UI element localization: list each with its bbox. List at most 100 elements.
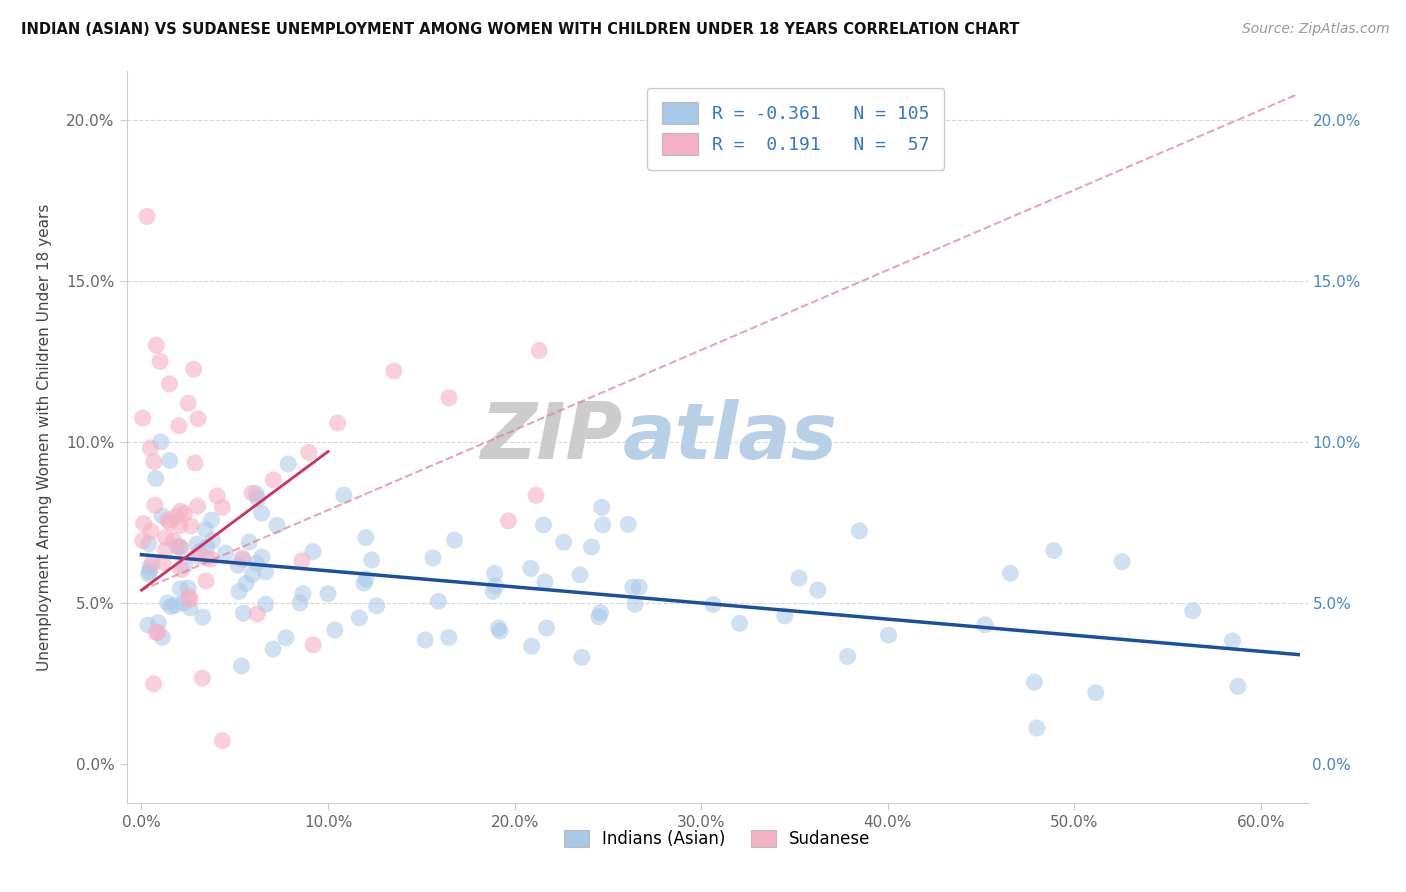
Text: ZIP: ZIP (481, 399, 623, 475)
Point (163, 533, 186, 548)
Point (246, 607, 269, 621)
Point (569, 567, 592, 582)
Point (205, 489, 228, 503)
Point (156, 596, 179, 610)
Point (200, 513, 222, 527)
Point (156, 513, 179, 527)
Point (188, 545, 211, 559)
Point (191, 671, 214, 685)
Point (177, 581, 200, 595)
Point (807, 582, 830, 597)
Point (195, 540, 218, 554)
Point (877, 628, 900, 642)
Point (138, 537, 160, 551)
Point (360, 553, 382, 567)
Point (262, 473, 284, 487)
Point (169, 504, 191, 518)
Point (200, 552, 222, 566)
Point (1226, 679, 1249, 693)
Point (211, 733, 233, 747)
Point (146, 625, 169, 640)
Point (536, 621, 558, 635)
Point (498, 514, 520, 528)
Point (837, 649, 859, 664)
Point (486, 621, 509, 635)
Point (139, 560, 162, 574)
Point (194, 522, 217, 536)
Point (291, 587, 314, 601)
Point (787, 571, 810, 585)
Point (232, 606, 254, 620)
Point (413, 632, 436, 647)
Point (214, 546, 236, 560)
Point (437, 631, 460, 645)
Point (624, 597, 647, 611)
Point (149, 434, 172, 449)
Point (231, 659, 253, 673)
Point (571, 650, 593, 665)
Point (326, 416, 349, 430)
Point (316, 587, 339, 601)
Point (232, 552, 254, 566)
Text: Source: ZipAtlas.com: Source: ZipAtlas.com (1241, 22, 1389, 37)
Point (1024, 675, 1046, 690)
Point (581, 540, 603, 554)
Point (588, 609, 610, 624)
Point (524, 488, 547, 502)
Point (592, 517, 614, 532)
Text: INDIAN (ASIAN) VS SUDANESE UNEMPLOYMENT AMONG WOMEN WITH CHILDREN UNDER 18 YEARS: INDIAN (ASIAN) VS SUDANESE UNEMPLOYMENT … (21, 22, 1019, 37)
Point (165, 509, 187, 524)
Y-axis label: Unemployment Among Women with Children Under 18 years: Unemployment Among Women with Children U… (38, 203, 52, 671)
Point (621, 580, 644, 594)
Point (143, 498, 166, 512)
Point (262, 642, 284, 657)
Point (254, 565, 277, 579)
Point (150, 509, 173, 524)
Point (155, 543, 177, 558)
Point (245, 556, 267, 570)
Point (277, 457, 299, 471)
Point (159, 376, 181, 391)
Point (589, 606, 612, 620)
Point (266, 518, 288, 533)
Point (349, 611, 371, 625)
Point (177, 396, 200, 410)
Point (534, 574, 557, 589)
Point (1111, 555, 1133, 569)
Point (1222, 633, 1244, 648)
Point (533, 517, 555, 532)
Point (186, 537, 208, 551)
Point (169, 541, 191, 555)
Point (323, 623, 346, 637)
Point (553, 535, 575, 549)
Point (132, 516, 155, 531)
Point (145, 625, 167, 640)
Point (1042, 543, 1064, 558)
Point (628, 580, 651, 594)
Point (728, 616, 751, 631)
Point (617, 517, 640, 532)
Point (167, 418, 190, 433)
Point (529, 343, 551, 358)
Point (148, 615, 170, 630)
Point (191, 610, 214, 624)
Point (353, 576, 375, 591)
Point (201, 533, 224, 548)
Point (848, 524, 870, 538)
Point (155, 530, 177, 544)
Point (132, 533, 155, 548)
Point (250, 549, 273, 564)
Point (183, 362, 205, 376)
Point (591, 500, 613, 515)
Point (245, 486, 267, 500)
Point (195, 574, 218, 588)
Point (302, 638, 325, 652)
Point (165, 599, 187, 613)
Point (274, 631, 297, 645)
Point (1181, 604, 1204, 618)
Point (173, 596, 195, 610)
Point (136, 618, 159, 632)
Point (773, 608, 796, 623)
Point (489, 624, 512, 638)
Point (138, 565, 160, 579)
